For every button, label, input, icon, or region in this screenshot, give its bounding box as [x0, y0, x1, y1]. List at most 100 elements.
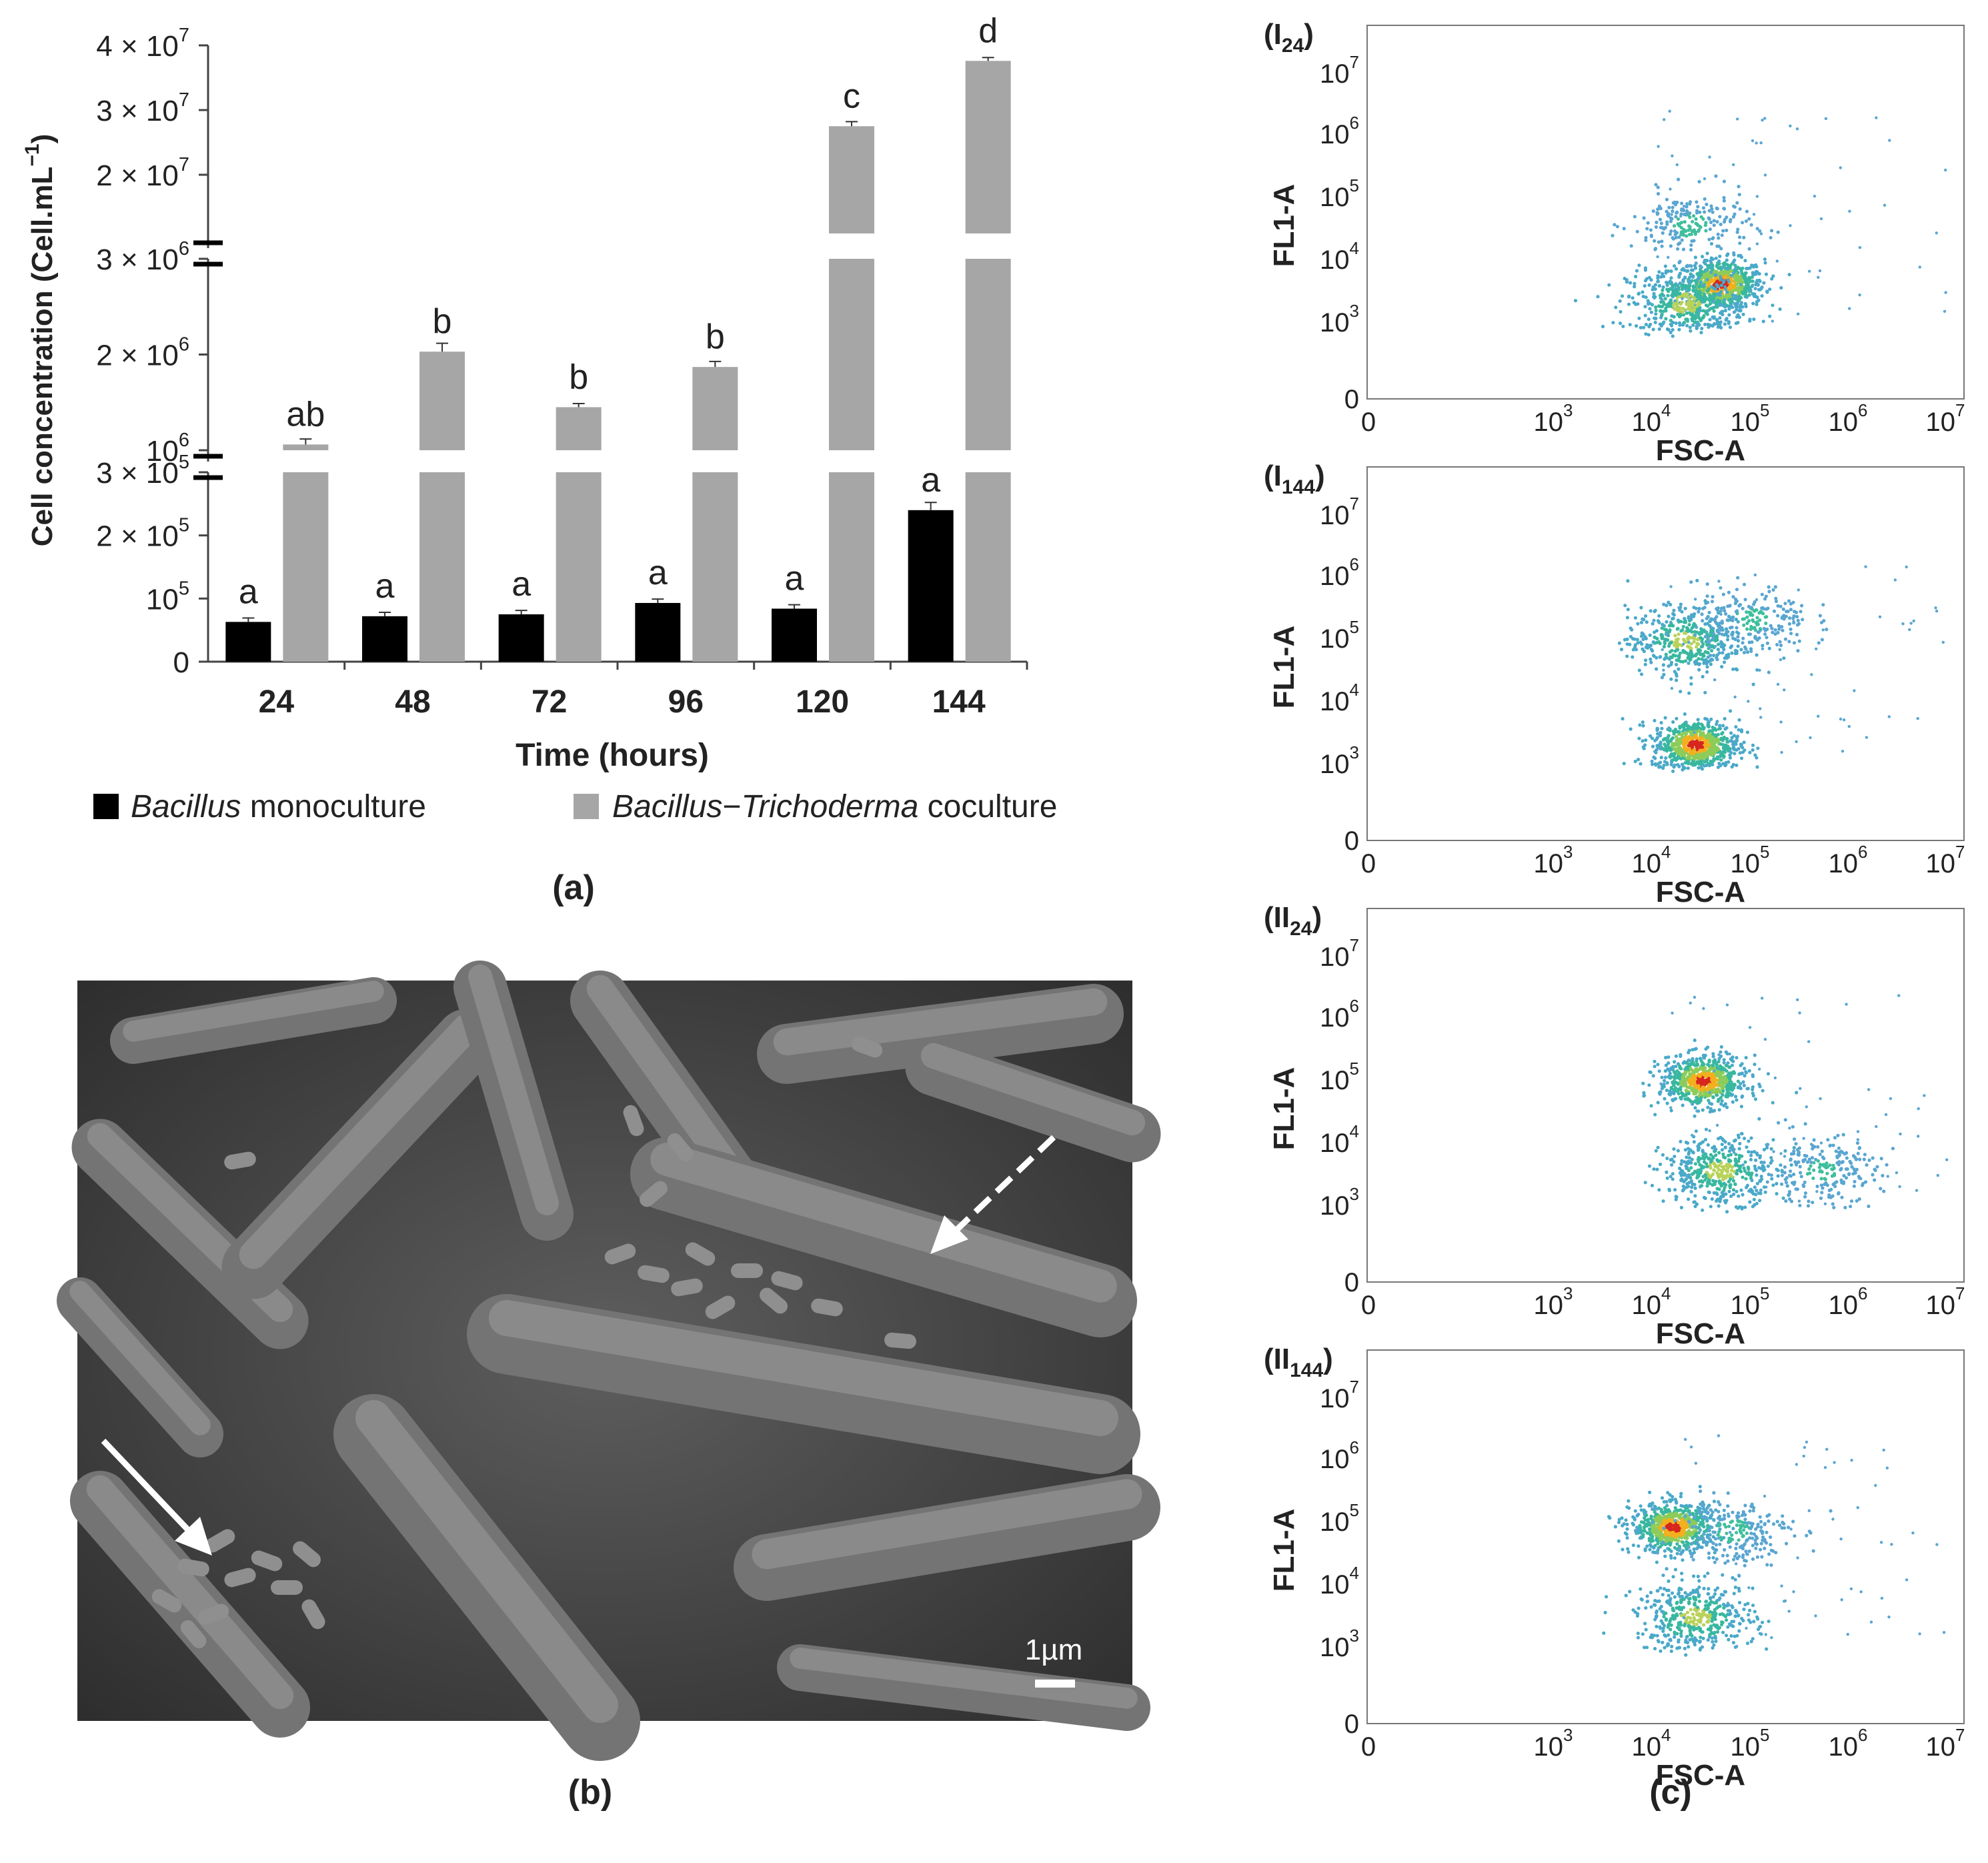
scatter-point	[1707, 1191, 1711, 1194]
scatter-point	[1724, 309, 1727, 312]
scatter-point	[1687, 692, 1691, 695]
scatter-point	[1749, 279, 1752, 283]
scatter-point	[1654, 183, 1657, 186]
scatter-point	[1674, 1097, 1677, 1101]
scatter-point	[1790, 1163, 1793, 1167]
scatter-point	[1821, 1187, 1824, 1190]
scatter-point	[1779, 644, 1783, 647]
scatter-point	[1651, 1507, 1654, 1511]
scatter-point	[1695, 282, 1698, 285]
scatter-point	[1756, 195, 1759, 197]
scatter-point	[1674, 215, 1677, 218]
scatter-point	[1758, 1156, 1761, 1159]
scatter-point	[1839, 166, 1842, 169]
scatter-point	[1695, 222, 1699, 225]
scatter-point	[1745, 219, 1748, 223]
scatter-point	[1717, 1053, 1720, 1056]
scatter-point	[1763, 632, 1767, 636]
scatter-point	[1732, 1188, 1735, 1191]
scatter-point	[1644, 314, 1647, 317]
scatter-point	[1726, 252, 1729, 255]
scatter-point	[1685, 205, 1689, 208]
scatter-point	[1672, 609, 1675, 612]
scatter-point	[1637, 1513, 1640, 1516]
scatter-point	[1656, 736, 1659, 739]
scatter-point	[1762, 607, 1765, 610]
scatter-point	[1748, 247, 1751, 251]
scatter-point	[1707, 724, 1711, 728]
y-tick-label: 106	[1320, 113, 1359, 149]
scatter-point	[1721, 266, 1725, 269]
scatter-point	[1689, 682, 1693, 686]
scatter-point	[1779, 1152, 1782, 1155]
scatter-point	[1819, 614, 1822, 617]
scatter-point	[1742, 1081, 1745, 1084]
scatter-point	[1755, 1189, 1758, 1192]
scatter-point	[1768, 287, 1771, 291]
scatter-point	[1811, 1201, 1814, 1204]
bar-mono	[772, 608, 817, 662]
scatter-point	[1691, 744, 1694, 748]
scatter-point	[1699, 285, 1702, 288]
scatter-point	[1702, 654, 1705, 658]
scatter-point	[1723, 207, 1726, 210]
scatter-point	[1780, 1183, 1783, 1186]
scatter-point	[1711, 307, 1715, 310]
scatter-point	[1770, 229, 1773, 232]
scatter-point	[1685, 756, 1689, 760]
scatter-point	[1671, 205, 1675, 209]
scatter-point	[1707, 1143, 1710, 1147]
scatter-point	[1643, 216, 1646, 219]
scatter-point	[1747, 1087, 1750, 1090]
scatter-point	[1711, 1096, 1715, 1099]
scatter-point	[1682, 1180, 1685, 1183]
scatter-point	[1677, 328, 1681, 332]
bar-coculture	[419, 352, 465, 450]
scatter-point	[1695, 1203, 1699, 1206]
scatter-point	[1685, 312, 1689, 315]
scatter-point	[1727, 272, 1730, 275]
scatter-point	[1685, 209, 1689, 213]
scatter-point	[1765, 1146, 1769, 1149]
scatter-point	[1794, 1142, 1797, 1145]
scatter-point	[1675, 674, 1679, 678]
scatter-point	[1745, 271, 1748, 275]
scatter-point	[1722, 593, 1725, 596]
scatter-point	[1677, 618, 1680, 622]
scatter-point	[1663, 118, 1665, 121]
scatter-point	[1676, 748, 1679, 752]
scatter-point	[1657, 614, 1661, 618]
scatter-point	[1655, 1168, 1659, 1171]
scatter-point	[1637, 1544, 1640, 1547]
scatter-point	[1656, 727, 1659, 730]
scatter-point	[1685, 1066, 1688, 1069]
scatter-point	[1687, 1151, 1691, 1154]
scatter-point	[1702, 1054, 1705, 1057]
scatter-point	[1773, 610, 1776, 613]
scatter-point	[1683, 205, 1685, 207]
scatter-point	[1792, 1173, 1795, 1176]
scatter-point	[1723, 717, 1727, 720]
scatter-point	[1762, 281, 1765, 285]
scatter-point	[1743, 1074, 1747, 1077]
scatter-point	[1722, 281, 1725, 284]
scatter-point	[1641, 638, 1645, 641]
scatter-point	[1845, 1176, 1848, 1179]
scatter-point	[1629, 727, 1633, 730]
scatter-point	[1654, 283, 1657, 286]
scatter-point	[1746, 650, 1749, 654]
scatter-point	[1645, 227, 1649, 230]
scatter-point	[1705, 617, 1709, 620]
scatter-point	[1654, 321, 1657, 324]
scatter-point	[1752, 1192, 1755, 1195]
scatter-point	[1685, 292, 1689, 295]
scatter-point	[1619, 310, 1622, 314]
scatter-point	[1839, 1168, 1842, 1171]
scatter-point	[1644, 738, 1647, 742]
scatter-point	[1805, 1155, 1808, 1158]
scatter-point	[1694, 598, 1697, 600]
scatter-point	[1751, 273, 1755, 276]
scatter-point	[1677, 654, 1680, 658]
letter-mono: a	[375, 567, 395, 606]
